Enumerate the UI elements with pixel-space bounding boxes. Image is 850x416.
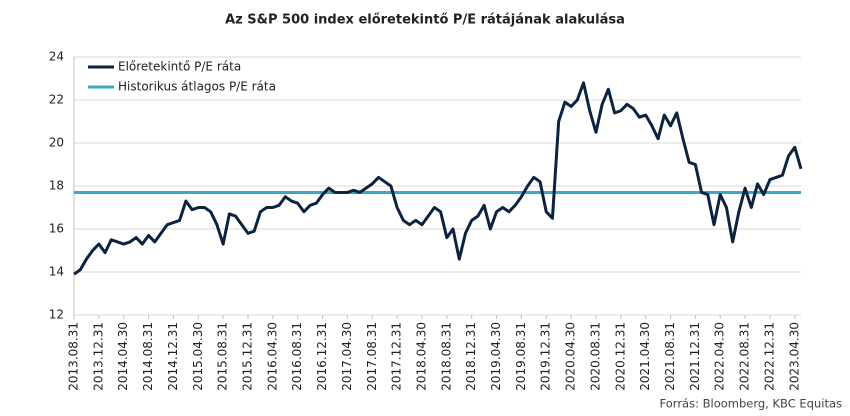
- x-tick-label: 2018.04.30: [414, 322, 428, 391]
- chart-title: Az S&P 500 index előretekintő P/E rátájá…: [225, 13, 625, 28]
- x-tick-label: 2018.08.31: [439, 322, 453, 391]
- x-tick-label: 2022.12.31: [762, 322, 776, 391]
- x-tick-label: 2016.12.31: [315, 322, 329, 391]
- legend-label: Előretekintő P/E ráta: [118, 60, 241, 74]
- x-tick-label: 2021.08.31: [663, 322, 677, 391]
- x-tick-label: 2013.08.31: [67, 322, 81, 391]
- line-series: [73, 81, 803, 276]
- y-tick-label: 14: [49, 265, 64, 279]
- y-tick-label: 12: [49, 308, 64, 322]
- y-tick-label: 24: [49, 50, 64, 64]
- x-tick-label: 2021.12.31: [688, 322, 702, 391]
- y-tick-label: 18: [49, 179, 64, 193]
- x-tick-label: 2014.08.31: [141, 322, 155, 391]
- x-tick-label: 2019.12.31: [539, 322, 553, 391]
- x-tick-label: 2014.04.30: [116, 322, 130, 391]
- x-tick-label: 2021.04.30: [638, 322, 652, 391]
- x-tick-label: 2016.08.31: [290, 322, 304, 391]
- x-tick-label: 2017.04.30: [340, 322, 354, 391]
- x-tick-label: 2020.08.31: [588, 322, 602, 391]
- x-tick-label: 2019.04.30: [489, 322, 503, 391]
- x-tick-label: 2017.12.31: [390, 322, 404, 391]
- x-tick-label: 2014.12.31: [166, 322, 180, 391]
- x-tick-label: 2018.12.31: [464, 322, 478, 391]
- x-tick-label: 2015.08.31: [216, 322, 230, 391]
- x-tick-label: 2017.08.31: [365, 322, 379, 391]
- source: Forrás: Bloomberg, KBC Equitas: [660, 397, 842, 411]
- x-tick-label: 2019.08.31: [514, 322, 528, 391]
- x-tick-label: 2015.12.31: [240, 322, 254, 391]
- x-tick-label: 2022.04.30: [713, 322, 727, 391]
- y-tick-label: 16: [49, 222, 64, 236]
- x-tick-label: 2023.04.30: [787, 322, 801, 391]
- x-tick-label: 2022.08.31: [738, 322, 752, 391]
- y-tick-label: 22: [49, 93, 64, 107]
- x-tick-label: 2015.04.30: [191, 322, 205, 391]
- x-tick-label: 2020.12.31: [613, 322, 627, 391]
- x-tick-label: 2020.04.30: [564, 322, 578, 391]
- y-tick-label: 20: [49, 136, 64, 150]
- x-tick-label: 2016.04.30: [265, 322, 279, 391]
- legend-label: Historikus átlagos P/E ráta: [118, 80, 276, 94]
- x-tick-label: 2013.12.31: [91, 322, 105, 391]
